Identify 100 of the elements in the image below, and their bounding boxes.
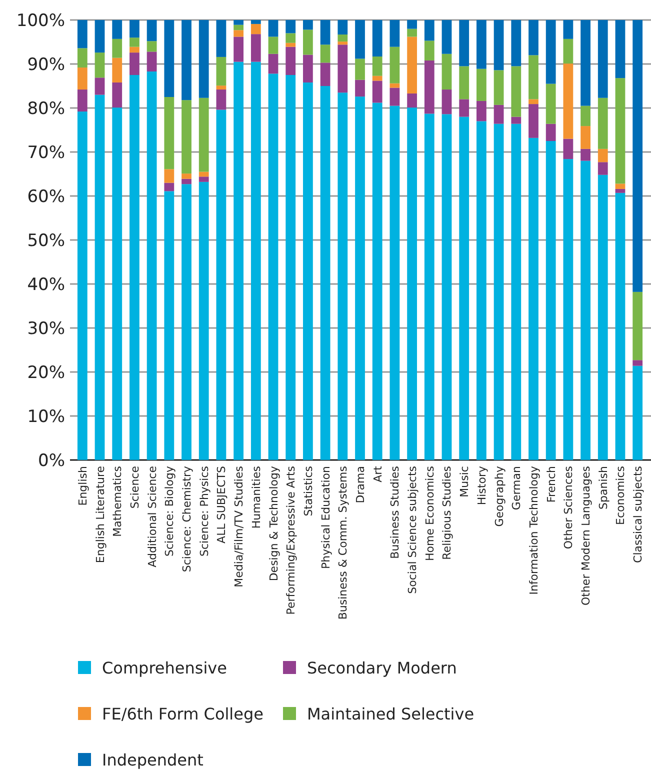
bar: [563, 138, 574, 160]
bar: [146, 52, 157, 72]
x-tick-label: Physical Education: [319, 466, 332, 570]
bar: [511, 124, 522, 460]
y-tick-label: 40%: [27, 274, 65, 295]
bar: [216, 110, 226, 460]
bar: [511, 66, 522, 117]
bar: [234, 30, 244, 37]
bar: [528, 104, 538, 138]
bar: [164, 182, 174, 192]
bar: [615, 192, 626, 460]
bar: [355, 96, 365, 460]
x-tick-label: Design & Technology: [267, 466, 280, 582]
x-tick-label: German: [510, 466, 524, 510]
x-tick-label: Performing/Expressive Arts: [284, 466, 298, 615]
x-tick-label: Classical subjects: [632, 466, 645, 563]
bar: [546, 84, 556, 124]
bar: [268, 20, 278, 37]
x-tick-label: Science: Chemistry: [180, 466, 194, 572]
bar: [338, 92, 348, 460]
legend-label: Maintained Selective: [307, 704, 474, 724]
x-tick-label: Music: [458, 466, 472, 498]
bar: [77, 112, 88, 460]
bar: [182, 184, 192, 460]
x-tick-label: Science: [128, 466, 142, 509]
bar: [338, 44, 348, 93]
bar: [372, 102, 382, 460]
bar: [198, 98, 209, 172]
bar: [563, 38, 574, 64]
bar: [338, 20, 348, 35]
x-tick-label: Statistics: [302, 466, 315, 516]
bar: [390, 88, 400, 106]
bar: [216, 90, 226, 110]
y-tick-label: 0%: [38, 450, 65, 471]
bar: [303, 30, 313, 55]
x-tick-label: Science: Biology: [163, 466, 176, 556]
bar: [563, 159, 574, 460]
legend-label: Independent: [102, 750, 204, 770]
bar: [146, 20, 157, 42]
x-tick-label: Drama: [354, 466, 367, 504]
bar: [546, 141, 556, 460]
bar: [598, 98, 608, 149]
bar: [77, 20, 88, 48]
bar: [94, 78, 105, 95]
bar: [94, 52, 105, 78]
y-tick-label: 70%: [27, 142, 65, 163]
bar: [286, 42, 296, 47]
bar: [442, 20, 452, 54]
bar: [442, 90, 452, 114]
bar: [320, 44, 330, 63]
x-tick-label: Business Studies: [388, 466, 402, 559]
bar: [494, 70, 504, 105]
bar: [390, 83, 400, 88]
x-tick-label: Art: [371, 465, 384, 482]
bar: [112, 108, 122, 460]
bar: [216, 86, 226, 90]
bar: [528, 138, 538, 460]
x-tick-label: Home Economics: [423, 466, 436, 561]
y-tick-label: 20%: [27, 362, 65, 383]
x-tick-label: Humanities: [250, 466, 263, 529]
bar: [424, 60, 434, 114]
bar: [77, 90, 88, 112]
bar: [268, 36, 278, 54]
bar: [476, 100, 486, 122]
bar: [338, 34, 348, 42]
y-tick-label: 50%: [27, 230, 65, 251]
bar: [355, 20, 365, 59]
x-tick-label: Information Technology: [527, 466, 540, 595]
x-tick-label: Other Modern Languages: [580, 466, 593, 606]
bar: [234, 24, 244, 30]
legend-label: Secondary Modern: [307, 658, 457, 678]
bar: [459, 66, 470, 100]
bar: [250, 24, 261, 34]
bar: [112, 58, 122, 82]
bar: [580, 148, 590, 161]
bar: [563, 64, 574, 139]
bar: [112, 82, 122, 108]
x-tick-label: Additional Science: [146, 466, 159, 568]
bar: [198, 172, 209, 177]
x-tick-label: Religious Studies: [440, 466, 454, 560]
bar: [250, 34, 261, 62]
bar: [216, 20, 226, 57]
y-tick-label: 90%: [27, 54, 65, 75]
bar: [598, 174, 608, 460]
bar: [112, 38, 122, 58]
bar: [303, 82, 313, 460]
bar: [494, 104, 504, 124]
bar: [77, 48, 88, 68]
bar: [182, 174, 192, 179]
bar: [390, 20, 400, 47]
bar: [268, 74, 278, 460]
bar: [407, 20, 417, 29]
x-tick-label: Geography: [492, 466, 506, 527]
x-tick-label: Other Sciences: [562, 466, 576, 550]
bar: [372, 76, 382, 81]
bar: [580, 126, 590, 149]
bar: [182, 178, 192, 184]
y-tick-label: 30%: [27, 318, 65, 339]
bar: [598, 148, 608, 162]
bar: [459, 116, 470, 460]
